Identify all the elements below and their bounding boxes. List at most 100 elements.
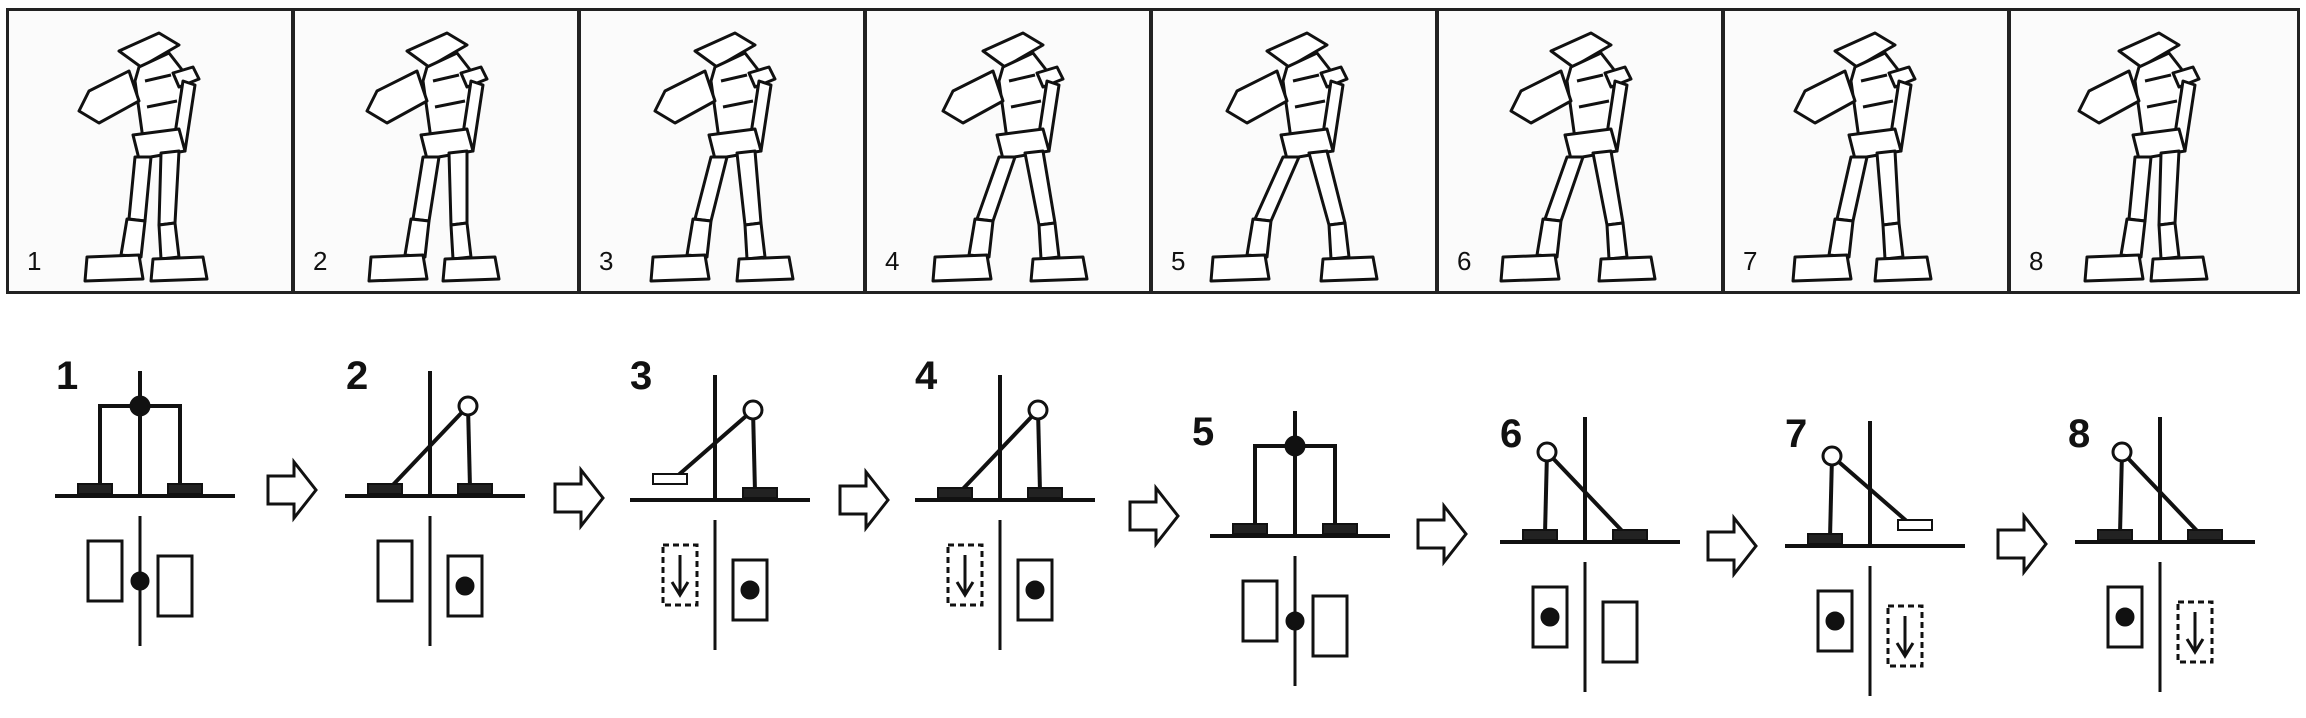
- right-footprint: [1601, 600, 1639, 664]
- gait-diagram-sequence: 1 2 3 4 5 6 7 8: [0, 320, 2306, 718]
- step-number: 2: [346, 354, 369, 398]
- robot-leg-left: [1253, 155, 1301, 223]
- robot-shin-left: [1245, 217, 1273, 259]
- right-foot: [457, 483, 493, 495]
- robot-arm: [365, 69, 429, 125]
- robot-arm: [1225, 69, 1289, 125]
- robot-arm: [1793, 69, 1857, 125]
- robot-foot-left: [367, 253, 429, 283]
- left-footprint: [1241, 579, 1279, 643]
- zmp-dot: [1540, 607, 1560, 627]
- robot-foot-right: [149, 255, 209, 283]
- step-number: 8: [2068, 412, 2091, 456]
- left-leg: [388, 404, 470, 490]
- robot-shoulder: [1603, 65, 1633, 89]
- robot-icon: [931, 31, 1089, 283]
- robot-leg-right: [447, 149, 469, 227]
- gait-step-diagram: [1210, 411, 1390, 538]
- left-foot: [1232, 523, 1268, 535]
- left-foot: [1807, 533, 1843, 545]
- robot-shin-right: [1037, 221, 1061, 261]
- robot-foot-right: [1319, 255, 1379, 283]
- robot-shin-left: [967, 217, 995, 259]
- right-leg: [1545, 450, 1627, 536]
- left-foot: [77, 483, 113, 495]
- robot-leg-left: [1543, 155, 1585, 223]
- robot-foot-left: [1499, 253, 1561, 283]
- robot-head: [1265, 31, 1329, 69]
- robot-icon: [1499, 31, 1657, 283]
- right-foot: [1027, 487, 1063, 499]
- right-footprint: [156, 554, 194, 618]
- robot-leg-right: [157, 149, 181, 227]
- footprint-view: [376, 516, 484, 646]
- robot-shoulder: [1319, 65, 1349, 89]
- photo-frame: 4: [864, 8, 1152, 294]
- zmp-dot: [130, 571, 150, 591]
- right-foot: [1897, 519, 1933, 531]
- photo-frame: 7: [1722, 8, 2010, 294]
- gait-step-diagram: [55, 371, 235, 498]
- robot-leg-right: [2157, 149, 2181, 227]
- robot-leg-left: [975, 155, 1017, 223]
- left-foot: [2097, 529, 2133, 541]
- gait-step-diagram: [1500, 417, 1680, 544]
- robot-foot-right: [1597, 255, 1657, 283]
- robot-shoulder: [171, 65, 201, 89]
- left-leg: [673, 408, 755, 480]
- robot-foot-left: [931, 253, 993, 283]
- right-foot: [2187, 529, 2223, 541]
- robot-icon: [649, 31, 795, 283]
- robot-head: [1549, 31, 1613, 69]
- robot-shin-right: [1881, 221, 1905, 261]
- robot-leg-left: [1835, 155, 1869, 223]
- photo-frame: 2: [292, 8, 580, 294]
- zmp-dot: [1285, 611, 1305, 631]
- step-number: 7: [1785, 412, 1808, 456]
- robot-shin-left: [1827, 217, 1855, 259]
- robot-shin-left: [119, 217, 147, 259]
- center-of-mass: [129, 395, 151, 417]
- photo-frame: 8: [2008, 8, 2300, 294]
- robot-leg-left: [127, 155, 153, 223]
- swing-arrow-icon: [1895, 616, 1915, 659]
- robot-icon: [1791, 31, 1933, 283]
- zmp-dot: [1025, 580, 1045, 600]
- robot-foot-left: [1791, 253, 1853, 283]
- left-foot: [1522, 529, 1558, 541]
- robot-icon: [1209, 31, 1379, 283]
- footprint-view: [661, 520, 769, 650]
- hollow-right-arrow-icon: [1128, 483, 1180, 549]
- robot-arm: [77, 69, 141, 125]
- robot-photo-sequence: 1 2 3 4 5 6 7 8: [0, 0, 2306, 300]
- robot-leg-right: [1875, 149, 1901, 227]
- robot-shin-right: [449, 221, 473, 261]
- left-foot: [937, 487, 973, 499]
- center-of-mass: [457, 395, 479, 417]
- robot-foot-right: [735, 255, 795, 283]
- hollow-right-arrow-icon: [838, 467, 890, 533]
- footprint-view: [1816, 566, 1924, 696]
- frame-number: 4: [885, 246, 900, 276]
- robot-shin-right: [157, 221, 181, 261]
- robot-head: [117, 31, 181, 69]
- footprint-view: [946, 520, 1054, 650]
- robot-foot-left: [2083, 253, 2145, 283]
- robot-leg-left: [411, 155, 441, 223]
- robot-foot-left: [1209, 253, 1271, 283]
- right-leg: [466, 405, 472, 489]
- robot-head: [1833, 31, 1897, 69]
- hollow-right-arrow-icon: [1416, 501, 1468, 567]
- robot-icon: [365, 31, 501, 283]
- robot-head: [2117, 31, 2181, 69]
- hollow-right-arrow-icon: [553, 465, 605, 531]
- right-foot: [1322, 523, 1358, 535]
- robot-leg-right: [1307, 149, 1347, 227]
- right-foot: [167, 483, 203, 495]
- right-leg: [1830, 454, 1912, 526]
- robot-shin-left: [685, 217, 713, 259]
- frame-number: 3: [599, 246, 614, 276]
- photo-frame: 6: [1436, 8, 1724, 294]
- robot-foot-right: [441, 255, 501, 283]
- gait-step-diagram: [345, 371, 525, 498]
